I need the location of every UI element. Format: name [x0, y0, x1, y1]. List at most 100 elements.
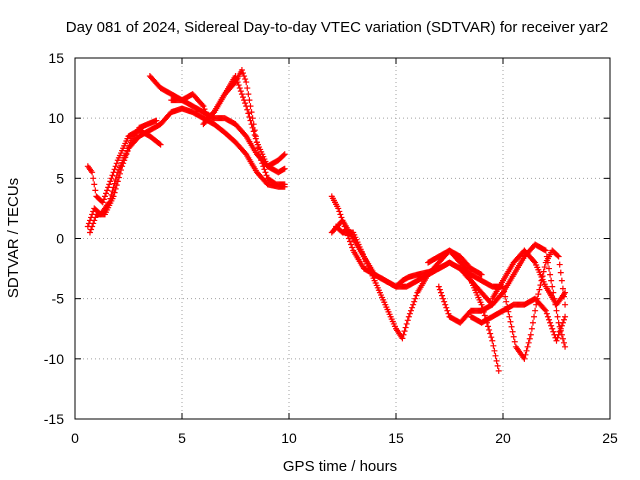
data-point [114, 178, 121, 185]
data-point [280, 152, 287, 159]
data-point [558, 322, 565, 329]
data-point [511, 338, 518, 345]
x-tick-label: 5 [178, 430, 186, 446]
series-track-6 [200, 67, 288, 188]
data-point [105, 184, 112, 191]
data-point [111, 166, 118, 173]
data-point [409, 304, 416, 311]
data-point [410, 301, 417, 308]
data-point [241, 97, 248, 104]
data-point [210, 110, 217, 117]
data-point [406, 310, 413, 317]
data-point [525, 339, 532, 346]
data-point [521, 355, 528, 362]
data-point [248, 109, 255, 116]
data-point [242, 150, 249, 157]
data-point [100, 196, 107, 203]
data-point [562, 313, 569, 320]
data-point [261, 166, 268, 173]
data-point [235, 82, 242, 89]
data-point [242, 76, 249, 83]
data-point [120, 160, 127, 167]
data-point [250, 128, 257, 135]
data-point [554, 252, 561, 259]
data-point [489, 337, 496, 344]
data-point [153, 117, 160, 124]
data-point [249, 115, 256, 122]
data-point [401, 328, 408, 335]
data-point [111, 189, 118, 196]
data-point [562, 343, 569, 350]
data-point [542, 247, 549, 254]
data-point [399, 335, 406, 342]
data-point [348, 241, 355, 248]
data-point [554, 334, 561, 341]
data-point [529, 319, 536, 326]
data-point [546, 265, 553, 272]
series-track-12 [467, 295, 569, 344]
data-point [413, 292, 420, 299]
y-tick-label: 0 [56, 231, 64, 247]
data-point [251, 127, 258, 134]
data-point [125, 145, 132, 152]
data-point [246, 97, 253, 104]
data-point [541, 306, 548, 313]
data-point [542, 307, 549, 314]
data-point [404, 317, 411, 324]
data-point [502, 293, 509, 300]
data-point [241, 73, 248, 80]
series-track-2 [84, 105, 288, 230]
data-point [562, 289, 569, 296]
data-point [281, 151, 288, 158]
data-series [84, 67, 569, 374]
series-track-9 [328, 217, 485, 290]
data-point [101, 193, 108, 200]
data-point [280, 166, 287, 173]
data-point [541, 264, 548, 271]
data-point [494, 362, 501, 369]
data-point [543, 253, 550, 260]
data-point [405, 313, 412, 320]
data-point [245, 110, 252, 117]
data-point [531, 313, 538, 320]
data-point [553, 337, 560, 344]
data-point [559, 319, 566, 326]
data-point [493, 357, 500, 364]
data-point [412, 295, 419, 302]
data-point [92, 214, 99, 221]
data-point [546, 316, 553, 323]
data-point [113, 160, 120, 167]
data-point [407, 307, 414, 314]
data-point [440, 295, 447, 302]
data-point [126, 142, 133, 149]
data-point [113, 182, 120, 189]
data-point [442, 301, 449, 308]
data-point [560, 339, 567, 346]
data-point [443, 304, 450, 311]
data-point [466, 276, 473, 283]
data-point [91, 217, 98, 224]
series-track-3 [86, 117, 160, 236]
data-point [256, 151, 263, 158]
series-track-4 [146, 73, 288, 170]
data-point [89, 223, 96, 230]
x-tick-label: 15 [388, 430, 404, 446]
data-point [242, 132, 249, 139]
data-point [259, 160, 266, 167]
data-point [508, 323, 515, 330]
x-tick-label: 10 [281, 430, 297, 446]
data-point [231, 80, 238, 87]
data-point [560, 316, 567, 323]
data-point [553, 307, 560, 314]
y-tick-labels: -15 -10 -5 0 5 10 15 [44, 50, 64, 427]
data-point [257, 154, 264, 161]
data-point [506, 313, 513, 320]
data-point [337, 211, 344, 218]
data-point [540, 268, 547, 275]
data-point [548, 322, 555, 329]
data-point [522, 351, 529, 358]
x-tick-label: 0 [71, 430, 79, 446]
data-point [118, 167, 125, 174]
data-point [400, 331, 407, 338]
data-point [536, 286, 543, 293]
